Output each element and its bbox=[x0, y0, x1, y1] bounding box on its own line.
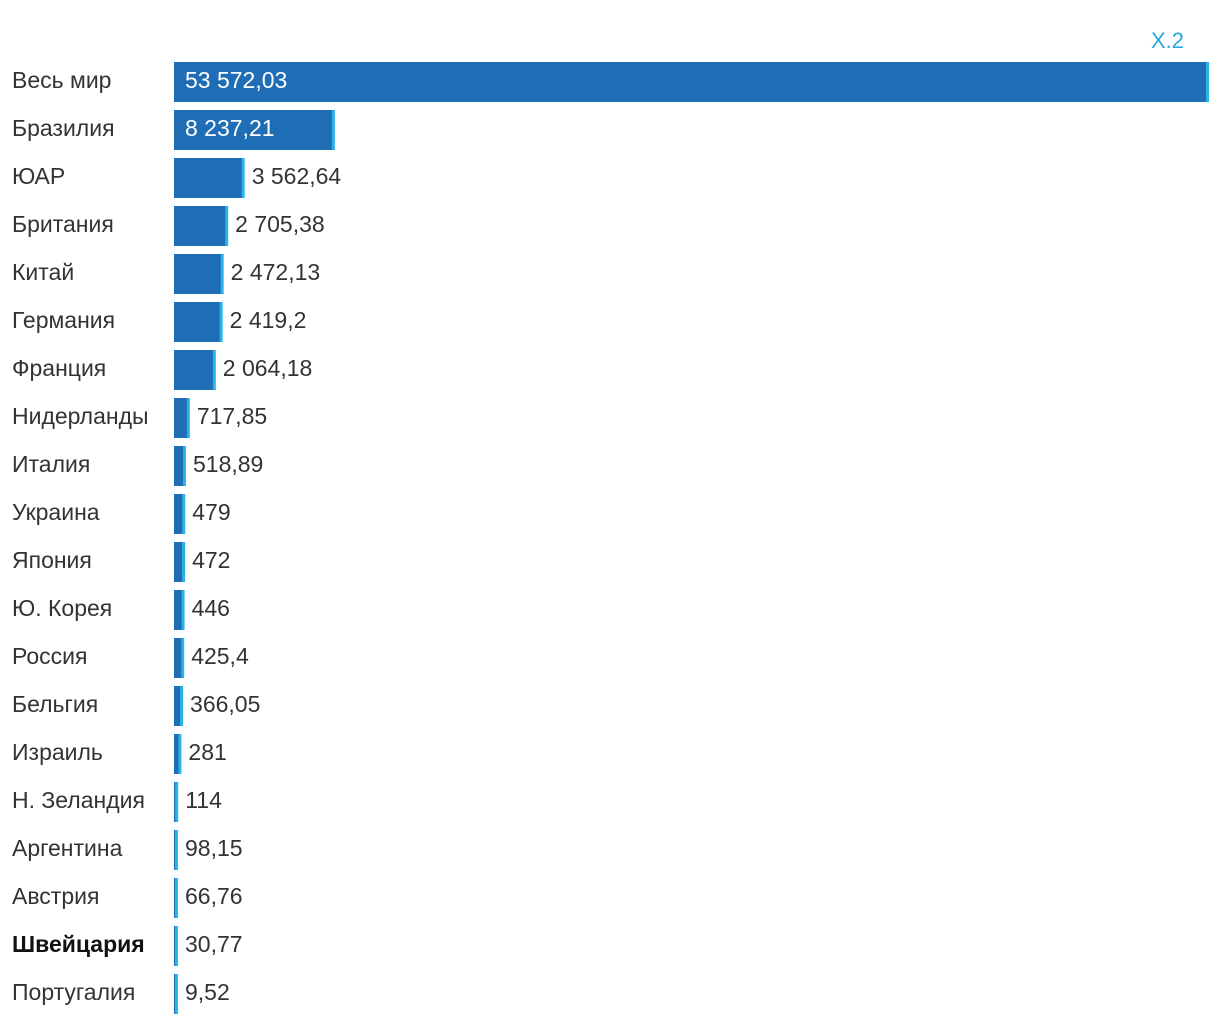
category-label: ЮАР bbox=[12, 163, 65, 189]
category-label: Нидерланды bbox=[12, 403, 149, 429]
bar-edge bbox=[178, 734, 182, 774]
bar-edge bbox=[181, 590, 185, 630]
bar bbox=[174, 686, 182, 726]
value-label: 8 237,21 bbox=[185, 115, 275, 141]
category-label: Н. Зеландия bbox=[12, 787, 145, 813]
category-label: Ю. Корея bbox=[12, 595, 112, 621]
bar bbox=[174, 62, 1207, 102]
value-label: 98,15 bbox=[185, 835, 243, 861]
bar bbox=[174, 542, 184, 582]
value-label: 66,76 bbox=[185, 883, 243, 909]
value-label: 518,89 bbox=[193, 451, 263, 477]
bar bbox=[174, 638, 183, 678]
bar bbox=[174, 782, 177, 822]
bar bbox=[174, 110, 333, 150]
bar bbox=[174, 590, 183, 630]
bar-edge bbox=[212, 350, 216, 390]
value-label: 446 bbox=[192, 595, 230, 621]
category-label: Италия bbox=[12, 451, 90, 477]
value-label: 2 419,2 bbox=[230, 307, 307, 333]
value-label: 114 bbox=[185, 787, 222, 813]
value-label: 9,52 bbox=[185, 979, 230, 1005]
value-label: 53 572,03 bbox=[185, 67, 287, 93]
value-label: 281 bbox=[188, 739, 226, 765]
category-label: Португалия bbox=[12, 979, 135, 1005]
bar-edge bbox=[241, 158, 245, 198]
bar-edge bbox=[186, 398, 190, 438]
bar bbox=[174, 254, 222, 294]
bar-edge bbox=[331, 110, 335, 150]
value-label: 2 064,18 bbox=[223, 355, 313, 381]
value-label: 472 bbox=[192, 547, 230, 573]
bar-edge bbox=[182, 494, 186, 534]
category-label: Израиль bbox=[12, 739, 103, 765]
category-label: Китай bbox=[12, 259, 74, 285]
bar bbox=[174, 206, 227, 246]
value-label: 479 bbox=[192, 499, 230, 525]
category-label: Германия bbox=[12, 307, 115, 333]
value-label: 2 705,38 bbox=[235, 211, 325, 237]
bar-edge bbox=[175, 782, 179, 822]
bar-edge bbox=[175, 926, 178, 966]
bar bbox=[174, 158, 243, 198]
category-label: Австрия bbox=[12, 883, 99, 909]
bar-edge bbox=[175, 878, 178, 918]
bar-edge bbox=[175, 830, 178, 870]
bar bbox=[174, 350, 214, 390]
bar-edge bbox=[175, 974, 178, 1014]
value-label: 425,4 bbox=[191, 643, 249, 669]
bar bbox=[174, 302, 221, 342]
category-label: Япония bbox=[12, 547, 92, 573]
value-label: 3 562,64 bbox=[252, 163, 342, 189]
value-label: 2 472,13 bbox=[231, 259, 321, 285]
bar-edge bbox=[225, 206, 229, 246]
category-label: Аргентина bbox=[12, 835, 123, 861]
value-label: 30,77 bbox=[185, 931, 243, 957]
bar-edge bbox=[220, 254, 224, 294]
figure-label: X.2 bbox=[1150, 28, 1184, 53]
bar-edge bbox=[180, 686, 184, 726]
category-label: Британия bbox=[12, 211, 114, 237]
category-label: Россия bbox=[12, 643, 87, 669]
bar bbox=[174, 734, 180, 774]
bar-edge bbox=[1206, 62, 1209, 102]
category-label: Весь мир bbox=[12, 67, 111, 93]
category-label: Украина bbox=[12, 499, 100, 525]
value-label: 717,85 bbox=[197, 403, 267, 429]
bar bbox=[174, 494, 184, 534]
category-label: Франция bbox=[12, 355, 106, 381]
bar-edge bbox=[183, 446, 187, 486]
category-label: Бельгия bbox=[12, 691, 98, 717]
value-label: 366,05 bbox=[190, 691, 260, 717]
bar bbox=[174, 398, 188, 438]
category-label: Швейцария bbox=[12, 931, 145, 957]
bar-edge bbox=[182, 542, 186, 582]
category-label: Бразилия bbox=[12, 115, 115, 141]
bar-edge bbox=[219, 302, 223, 342]
bar-edge bbox=[181, 638, 185, 678]
bar bbox=[174, 446, 185, 486]
